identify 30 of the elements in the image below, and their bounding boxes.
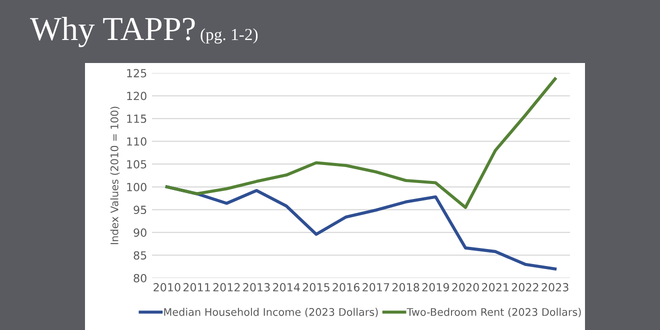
x-tick-label: 2023 — [542, 283, 568, 292]
y-tick-label: 90 — [134, 228, 146, 237]
y-tick-label: 110 — [127, 137, 146, 146]
x-tick-label: 2012 — [213, 283, 240, 292]
x-tick-label: 2016 — [332, 283, 360, 292]
x-tick-label: 2018 — [392, 283, 420, 292]
x-tick-label: 2022 — [512, 283, 538, 292]
x-tick-label: 2011 — [183, 283, 210, 292]
y-tick-label: 100 — [127, 182, 146, 192]
x-tick-label: 2020 — [452, 283, 479, 292]
line-series — [165, 77, 557, 209]
x-tick-label: 2021 — [482, 283, 508, 292]
y-tick-label: 115 — [127, 114, 146, 123]
chart-title: Why TAPP? — [30, 16, 195, 48]
y-tick-label: 80 — [134, 274, 146, 282]
chart-subtitle: (pg. 1-2) — [200, 28, 258, 44]
legend-label: Two-Bedroom Rent (2023 Dollars) — [406, 308, 581, 318]
y-tick-label: 120 — [127, 92, 146, 100]
x-tick-label: 2017 — [362, 283, 390, 292]
y-tick-label: 105 — [127, 160, 146, 168]
x-tick-label: 2010 — [154, 283, 180, 292]
y-tick-label: 85 — [134, 251, 146, 260]
x-tick-label: 2013 — [243, 283, 270, 292]
legend-label: Median Household Income (2023 Dollars) — [164, 308, 378, 318]
y-axis-title: Index Values (2010 = 100) — [110, 106, 120, 244]
y-tick-label: 95 — [134, 206, 146, 214]
x-tick-label: 2014 — [273, 283, 300, 292]
x-tick-label: 2019 — [422, 283, 449, 292]
y-tick-label: 125 — [127, 68, 146, 78]
x-tick-label: 2015 — [302, 283, 330, 292]
